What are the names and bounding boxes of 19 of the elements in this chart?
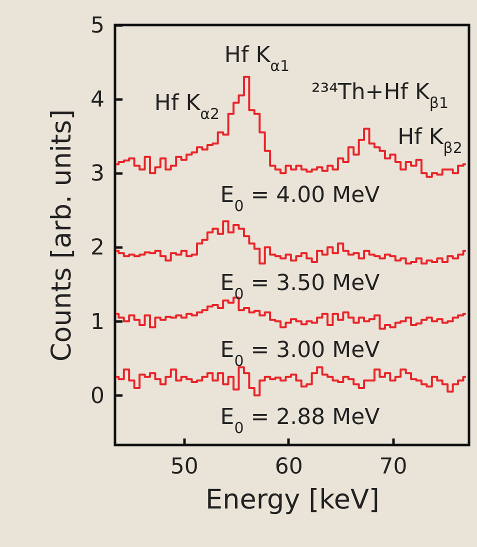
x-tick-label: 70: [379, 454, 408, 480]
annotation: E$_{0}$ = 2.88 MeV: [220, 405, 380, 437]
y-tick-label: 1: [90, 310, 104, 335]
annotation: Hf K$_{β2}$: [398, 125, 462, 157]
annotation: ²³⁴Th+Hf K$_{β1}$: [311, 80, 449, 112]
annotation: E$_{0}$ = 3.50 MeV: [220, 271, 380, 303]
y-tick-label: 0: [90, 384, 104, 409]
y-tick-label: 3: [90, 162, 104, 187]
y-tick-label: 2: [90, 236, 104, 261]
y-axis-title: Counts [arb. units]: [46, 109, 78, 362]
annotation: Hf K$_{α2}$: [154, 91, 220, 123]
annotation: Hf K$_{α1}$: [224, 43, 290, 75]
x-axis-title: Energy [keV]: [206, 484, 380, 516]
annotation: E$_{0}$ = 4.00 MeV: [220, 183, 380, 215]
x-tick-label: 50: [170, 454, 198, 480]
annotation: E$_{0}$ = 3.00 MeV: [220, 338, 380, 370]
x-tick-label: 60: [274, 454, 303, 480]
y-tick-label: 4: [90, 88, 104, 113]
y-tick-label: 5: [90, 14, 104, 38]
